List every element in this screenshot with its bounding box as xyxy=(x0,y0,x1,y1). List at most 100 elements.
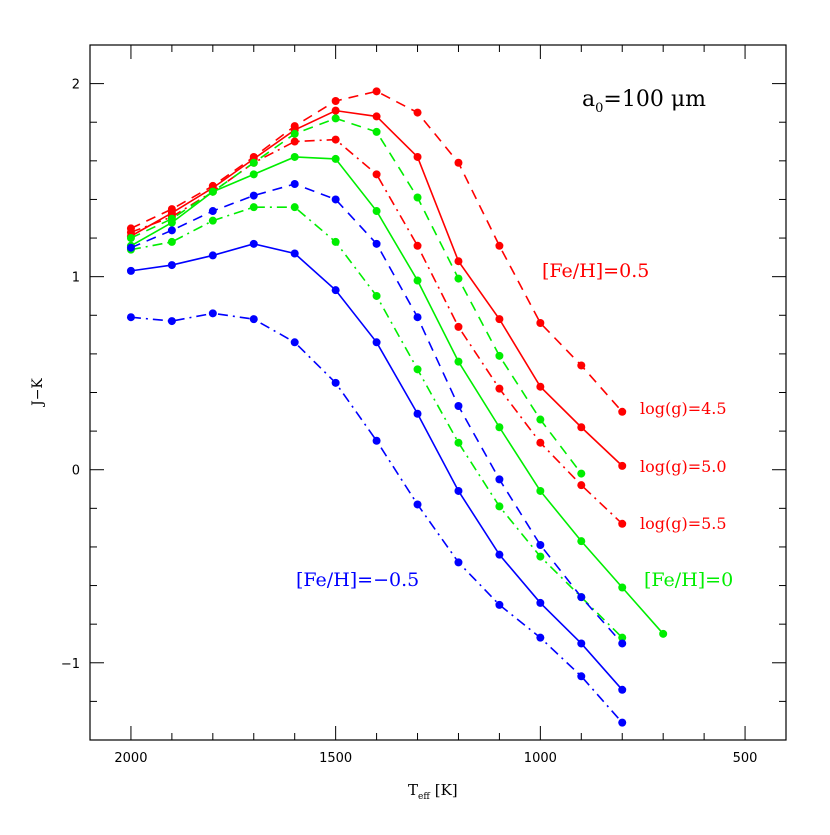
data-point xyxy=(413,241,422,250)
logg-50-label: log(g)=5.0 xyxy=(640,457,727,476)
series-line xyxy=(130,90,623,413)
data-point xyxy=(454,402,463,411)
x-tick-label: 1000 xyxy=(524,751,557,766)
data-point xyxy=(372,291,381,300)
data-point xyxy=(454,274,463,283)
data-point xyxy=(208,251,217,260)
data-point xyxy=(372,112,381,121)
data-point xyxy=(331,154,340,163)
data-point xyxy=(290,180,299,188)
data-point xyxy=(208,187,217,196)
data-point xyxy=(413,193,422,202)
data-point xyxy=(208,207,217,216)
data-point xyxy=(167,261,176,270)
series-line xyxy=(130,117,582,475)
x-axis-label: Teff [K] xyxy=(408,781,458,802)
x-tick-label: 500 xyxy=(733,751,758,766)
x-tick-label: 2000 xyxy=(114,751,147,766)
data-point xyxy=(618,461,627,470)
y-tick-label: 2 xyxy=(72,78,80,93)
data-point xyxy=(536,541,545,550)
data-point xyxy=(249,191,258,200)
data-point xyxy=(577,361,586,370)
data-point xyxy=(372,170,381,179)
data-point xyxy=(495,423,504,432)
data-point xyxy=(290,203,299,212)
data-point xyxy=(249,203,258,212)
data-point xyxy=(536,319,545,327)
data-point xyxy=(495,384,504,393)
series-line xyxy=(130,312,623,724)
data-point xyxy=(618,407,627,416)
data-point xyxy=(167,226,176,235)
data-point xyxy=(495,351,504,360)
data-point xyxy=(577,593,586,602)
data-point xyxy=(126,266,135,275)
data-point xyxy=(372,239,381,248)
data-point xyxy=(536,438,545,447)
data-point xyxy=(413,313,422,322)
series-feh-0.5-logg5.5 xyxy=(126,309,627,727)
data-point xyxy=(331,237,340,246)
data-point xyxy=(413,409,422,418)
data-point xyxy=(618,718,627,727)
data-point xyxy=(495,475,504,484)
y-tick-label: −1 xyxy=(61,657,80,672)
data-point xyxy=(126,228,135,237)
data-point xyxy=(126,243,135,252)
data-point xyxy=(495,600,504,609)
series-feh0-logg5 xyxy=(126,152,668,638)
data-point xyxy=(290,129,299,138)
data-point xyxy=(249,239,258,248)
data-point xyxy=(495,241,504,250)
data-point xyxy=(577,537,586,546)
data-point xyxy=(290,249,299,258)
data-point xyxy=(167,317,176,326)
data-point xyxy=(413,500,422,509)
axis-ticks: 2000 1500 1000 500 −1 0 1 2 xyxy=(61,44,787,766)
data-point xyxy=(536,633,545,642)
series-group xyxy=(126,87,668,727)
data-point xyxy=(454,357,463,366)
data-point xyxy=(577,423,586,432)
data-point xyxy=(536,598,545,607)
data-point xyxy=(372,436,381,445)
data-point xyxy=(495,315,504,324)
data-point xyxy=(331,114,340,123)
y-axis-label: J−K xyxy=(30,378,46,408)
data-point xyxy=(618,685,627,694)
data-point xyxy=(331,106,340,115)
data-point xyxy=(167,237,176,246)
data-point xyxy=(249,158,258,167)
data-point xyxy=(126,313,135,322)
data-point xyxy=(126,234,135,243)
data-point xyxy=(331,195,340,204)
series-feh0-logg5.5 xyxy=(126,203,627,642)
data-point xyxy=(577,639,586,648)
data-point xyxy=(454,158,463,167)
data-point xyxy=(413,365,422,374)
plot-frame xyxy=(89,44,787,741)
series-line xyxy=(130,109,623,467)
data-point xyxy=(413,108,422,117)
data-point xyxy=(208,216,217,225)
series-feh0.5-logg4.5 xyxy=(126,87,627,416)
data-point xyxy=(536,415,545,424)
data-point xyxy=(618,519,627,528)
series-line xyxy=(130,156,664,635)
grain-size-annotation: a0=100 μm xyxy=(582,87,706,116)
logg-55-label: log(g)=5.5 xyxy=(640,514,727,533)
data-point xyxy=(290,137,299,146)
y-tick-label: 1 xyxy=(72,271,80,286)
data-point xyxy=(208,309,217,318)
data-point xyxy=(454,438,463,447)
data-point xyxy=(536,382,545,391)
data-point xyxy=(290,152,299,161)
data-point xyxy=(454,257,463,266)
data-point xyxy=(372,338,381,347)
data-point xyxy=(413,152,422,161)
feh-zero-label: [Fe/H]=0 xyxy=(644,569,733,591)
data-point xyxy=(290,338,299,347)
series-feh0-logg4.5 xyxy=(126,114,586,478)
